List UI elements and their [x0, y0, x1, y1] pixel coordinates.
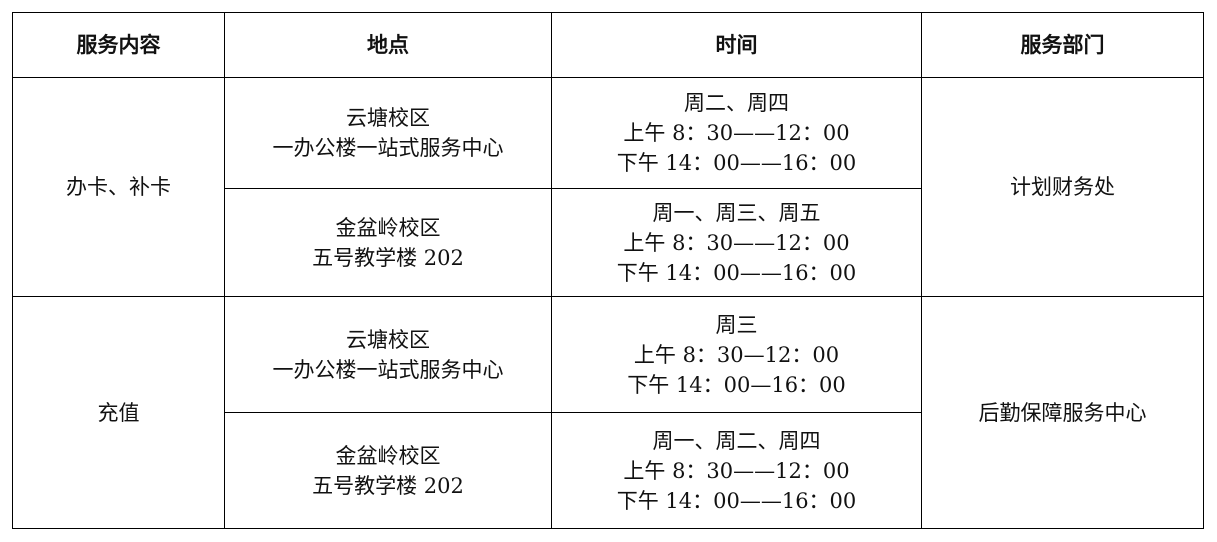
service-table: 服务内容 地点 时间 服务部门 办卡、补卡 云塘校区 一办公楼一站式服务中心 周…	[12, 12, 1204, 529]
building: 五号教学楼 202	[312, 473, 464, 498]
table-row: 办卡、补卡 云塘校区 一办公楼一站式服务中心 周二、周四 上午 8：30——12…	[12, 77, 1204, 297]
time-cell: 周三 上午 8：30—12：00 下午 14：00—16：00	[551, 296, 922, 413]
header-department: 服务部门	[921, 12, 1204, 78]
building: 一办公楼一站式服务中心	[272, 136, 504, 160]
location-cell: 云塘校区 一办公楼一站式服务中心	[224, 77, 552, 189]
morning-hours: 上午 8：30—12：00	[633, 342, 840, 367]
location-cell: 金盆岭校区 五号教学楼 202	[224, 412, 552, 529]
afternoon-hours: 下午 14：00—16：00	[627, 372, 846, 397]
morning-hours: 上午 8：30——12：00	[623, 121, 850, 145]
morning-hours: 上午 8：30——12：00	[623, 230, 850, 255]
department-cell: 计划财务处	[921, 77, 1204, 297]
location-cell: 金盆岭校区 五号教学楼 202	[224, 188, 552, 297]
time-cell: 周一、周三、周五 上午 8：30——12：00 下午 14：00——16：00	[551, 188, 922, 297]
campus: 金盆岭校区	[335, 215, 441, 240]
table-row: 充值 云塘校区 一办公楼一站式服务中心 周三 上午 8：30—12：00 下午 …	[12, 296, 1204, 529]
afternoon-hours: 下午 14：00——16：00	[616, 488, 857, 513]
afternoon-hours: 下午 14：00——16：00	[616, 260, 857, 285]
days: 周三	[715, 312, 758, 337]
table-row: 金盆岭校区 五号教学楼 202 周一、周二、周四 上午 8：30——12：00 …	[13, 412, 1204, 529]
department-cell: 后勤保障服务中心	[921, 296, 1204, 529]
afternoon-hours: 下午 14：00——16：00	[616, 151, 857, 175]
building: 五号教学楼 202	[312, 245, 464, 270]
header-row: 服务内容 地点 时间 服务部门	[12, 12, 1204, 78]
campus: 云塘校区	[346, 106, 430, 130]
morning-hours: 上午 8：30——12：00	[623, 458, 850, 483]
campus: 云塘校区	[346, 327, 430, 352]
days: 周二、周四	[684, 91, 789, 115]
service-cell: 办卡、补卡	[12, 77, 225, 297]
time-cell: 周一、周二、周四 上午 8：30——12：00 下午 14：00——16：00	[551, 412, 922, 529]
location-cell: 云塘校区 一办公楼一站式服务中心	[224, 296, 552, 413]
time-cell: 周二、周四 上午 8：30——12：00 下午 14：00——16：00	[551, 77, 922, 189]
days: 周一、周三、周五	[652, 200, 821, 225]
building: 一办公楼一站式服务中心	[272, 357, 504, 382]
header-service: 服务内容	[12, 12, 225, 78]
service-cell: 充值	[12, 296, 225, 529]
days: 周一、周二、周四	[652, 428, 821, 453]
header-time: 时间	[551, 12, 922, 78]
campus: 金盆岭校区	[335, 443, 441, 468]
header-location: 地点	[224, 12, 552, 78]
